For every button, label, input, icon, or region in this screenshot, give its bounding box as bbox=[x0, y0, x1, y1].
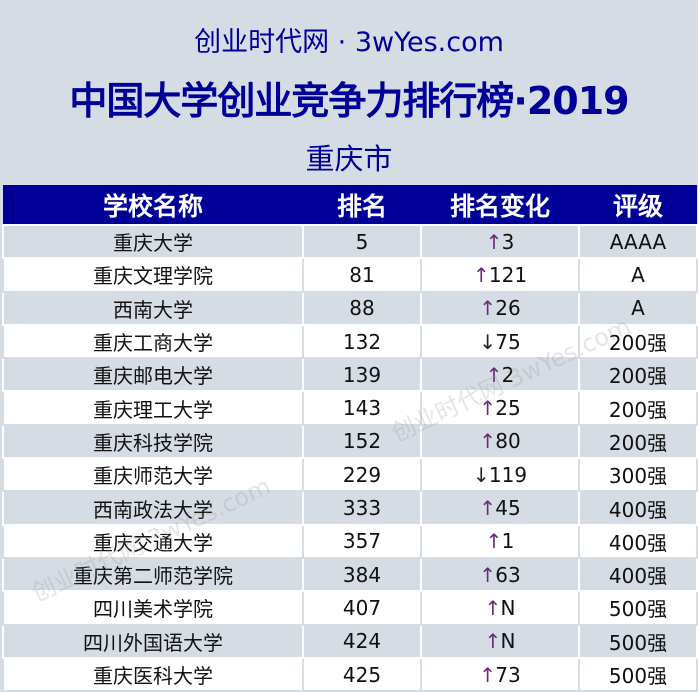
rank: 132 bbox=[302, 323, 422, 360]
rank: 357 bbox=[302, 523, 422, 559]
table-row: 西南大学 88 ↑26 A bbox=[2, 290, 698, 326]
rank-change: ↑1 bbox=[420, 523, 580, 559]
school-name: 重庆工商大学 bbox=[2, 323, 304, 360]
arrow-up-icon: ↑ bbox=[479, 496, 497, 521]
col-change: 排名变化 bbox=[421, 185, 579, 225]
rank-change: ↑121 bbox=[420, 257, 580, 293]
table-row: 重庆工商大学 132 ↓75 200强 bbox=[2, 323, 698, 360]
grade: 400强 bbox=[578, 556, 698, 593]
page-title: 中国大学创业竞争力排行榜·2019 bbox=[69, 79, 629, 123]
rank-change: ↑N bbox=[420, 623, 580, 659]
school-name: 重庆理工大学 bbox=[2, 390, 304, 426]
grade: 400强 bbox=[578, 523, 698, 559]
table-row: 重庆科技学院 152 ↑80 200强 bbox=[2, 423, 698, 460]
school-name: 重庆文理学院 bbox=[2, 257, 304, 293]
rank-change: ↑25 bbox=[420, 390, 580, 426]
rank: 425 bbox=[302, 656, 422, 692]
site-name: 创业时代网 · 3wYes.com bbox=[194, 27, 504, 58]
grade: 500强 bbox=[578, 590, 698, 626]
grade: A bbox=[578, 290, 698, 326]
table-row: 重庆医科大学 425 ↑73 500强 bbox=[2, 656, 698, 692]
grade: 200强 bbox=[578, 423, 698, 460]
rank: 88 bbox=[302, 290, 422, 326]
grade: 200强 bbox=[578, 390, 698, 426]
table-row: 重庆师范大学 229 ↓119 300强 bbox=[2, 457, 698, 493]
rank-change: ↑80 bbox=[420, 423, 580, 460]
arrow-up-icon: ↑ bbox=[485, 229, 503, 254]
table-header: 学校名称 排名 排名变化 评级 bbox=[3, 185, 697, 225]
city-subtitle: 重庆市 bbox=[305, 142, 393, 176]
rank-change: ↑45 bbox=[420, 490, 580, 526]
table-row: 重庆文理学院 81 ↑121 A bbox=[2, 257, 698, 293]
school-name: 重庆第二师范学院 bbox=[2, 556, 304, 593]
rank-change: ↓75 bbox=[420, 323, 580, 360]
arrow-up-icon: ↑ bbox=[479, 429, 497, 454]
table-row: 重庆交通大学 357 ↑1 400强 bbox=[2, 523, 698, 559]
col-name: 学校名称 bbox=[3, 185, 303, 225]
rank-change: ↑N bbox=[420, 590, 580, 626]
rank-change: ↓119 bbox=[420, 457, 580, 493]
col-grade: 评级 bbox=[579, 185, 697, 225]
arrow-up-icon: ↑ bbox=[479, 396, 497, 421]
rank: 229 bbox=[302, 457, 422, 493]
arrow-up-icon: ↑ bbox=[479, 662, 497, 687]
school-name: 重庆邮电大学 bbox=[2, 357, 304, 393]
rank: 152 bbox=[302, 423, 422, 460]
table-row: 重庆大学 5 ↑3 AAAA bbox=[2, 223, 698, 260]
school-name: 四川美术学院 bbox=[2, 590, 304, 626]
school-name: 重庆大学 bbox=[2, 223, 304, 260]
ranking-table: 学校名称 排名 排名变化 评级 重庆大学 5 ↑3 AAAA 重庆文理学院 81 … bbox=[2, 185, 698, 692]
col-rank: 排名 bbox=[303, 185, 421, 225]
arrow-down-icon: ↓ bbox=[479, 329, 497, 354]
rank: 384 bbox=[302, 556, 422, 593]
rank-change: ↑63 bbox=[420, 556, 580, 593]
table-row: 重庆理工大学 143 ↑25 200强 bbox=[2, 390, 698, 426]
school-name: 四川外国语大学 bbox=[2, 623, 304, 659]
arrow-up-icon: ↑ bbox=[479, 562, 497, 587]
rank-change: ↑26 bbox=[420, 290, 580, 326]
rank-change: ↑2 bbox=[420, 357, 580, 393]
rank: 407 bbox=[302, 590, 422, 626]
arrow-up-icon: ↑ bbox=[485, 529, 503, 554]
grade: 200强 bbox=[578, 323, 698, 360]
header: 创业时代网 · 3wYes.com 中国大学创业竞争力排行榜·2019 重庆市 bbox=[0, 0, 698, 185]
arrow-up-icon: ↑ bbox=[472, 262, 490, 287]
grade: 500强 bbox=[578, 623, 698, 659]
grade: 400强 bbox=[578, 490, 698, 526]
rank: 143 bbox=[302, 390, 422, 426]
table-row: 重庆邮电大学 139 ↑2 200强 bbox=[2, 357, 698, 393]
rank: 81 bbox=[302, 257, 422, 293]
rank: 333 bbox=[302, 490, 422, 526]
school-name: 重庆交通大学 bbox=[2, 523, 304, 559]
grade: A bbox=[578, 257, 698, 293]
table-row: 重庆第二师范学院 384 ↑63 400强 bbox=[2, 556, 698, 593]
arrow-up-icon: ↑ bbox=[484, 629, 502, 654]
rank-change: ↑3 bbox=[420, 223, 580, 260]
arrow-down-icon: ↓ bbox=[472, 462, 490, 487]
grade: 200强 bbox=[578, 357, 698, 393]
rank: 424 bbox=[302, 623, 422, 659]
table-row: 四川外国语大学 424 ↑N 500强 bbox=[2, 623, 698, 659]
school-name: 重庆医科大学 bbox=[2, 656, 304, 692]
rank: 5 bbox=[302, 223, 422, 260]
grade: AAAA bbox=[578, 223, 698, 260]
table-row: 四川美术学院 407 ↑N 500强 bbox=[2, 590, 698, 626]
rank-change: ↑73 bbox=[420, 656, 580, 692]
arrow-up-icon: ↑ bbox=[484, 595, 502, 620]
table-row: 西南政法大学 333 ↑45 400强 bbox=[2, 490, 698, 526]
arrow-up-icon: ↑ bbox=[485, 362, 503, 387]
grade: 300强 bbox=[578, 457, 698, 493]
arrow-up-icon: ↑ bbox=[479, 296, 497, 321]
school-name: 西南大学 bbox=[2, 290, 304, 326]
school-name: 重庆师范大学 bbox=[2, 457, 304, 493]
school-name: 西南政法大学 bbox=[2, 490, 304, 526]
school-name: 重庆科技学院 bbox=[2, 423, 304, 460]
grade: 500强 bbox=[578, 656, 698, 692]
rank: 139 bbox=[302, 357, 422, 393]
